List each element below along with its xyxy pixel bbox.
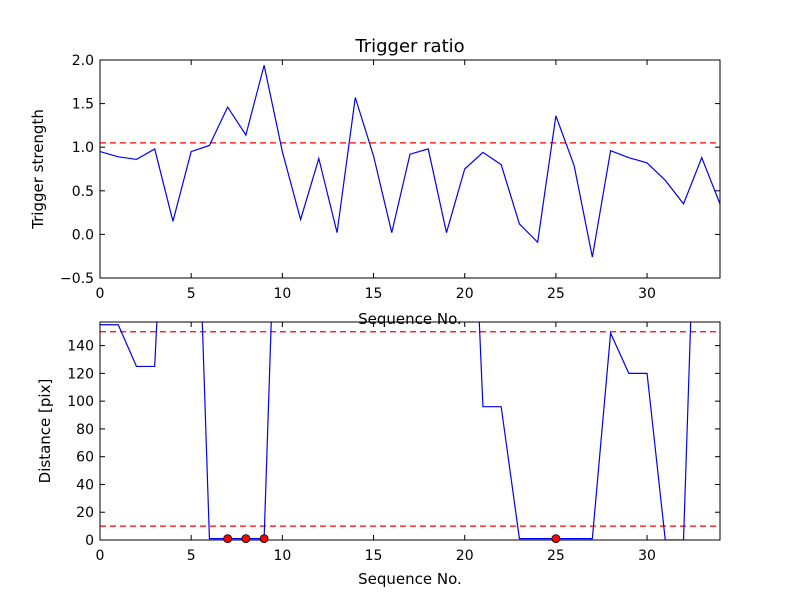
distance-marker xyxy=(259,534,269,544)
distance-plot-area xyxy=(100,322,720,540)
distance-ticks: 0 5 10 15 20 25 30 0 20 40 60 80 100 120 140 xyxy=(67,322,720,564)
trigger-xtick-label: 10 xyxy=(273,286,291,302)
distance-ytick-label: 100 xyxy=(67,394,94,410)
trigger-ticks: 0 5 10 15 20 25 30 −0.5 0.0 0.5 1.0 1.5 2.0 xyxy=(60,53,720,302)
distance-xlabel: Sequence No. xyxy=(358,570,462,588)
distance-xtick-label: 10 xyxy=(273,548,291,564)
chart-title: Trigger ratio xyxy=(354,36,464,57)
distance-xtick-label: 5 xyxy=(187,548,196,564)
distance-panel: 0 5 10 15 20 25 30 0 20 40 60 80 100 120 140 Sequence … xyxy=(36,321,721,588)
trigger-series-line-0 xyxy=(100,65,720,258)
trigger-axes-frame xyxy=(99,59,721,279)
distance-series-line-0 xyxy=(100,322,692,540)
distance-ytick-label: 40 xyxy=(76,477,94,493)
distance-marker xyxy=(551,534,561,544)
distance-ytick-label: 20 xyxy=(76,505,94,521)
distance-xtick-label: 20 xyxy=(456,548,474,564)
distance-ytick-label: 120 xyxy=(67,366,94,382)
trigger-ytick-label: 1.0 xyxy=(72,140,94,156)
trigger-ytick-label: 1.5 xyxy=(72,97,94,113)
distance-xtick-label: 25 xyxy=(547,548,565,564)
distance-xtick-label: 15 xyxy=(365,548,383,564)
distance-xtick-label: 30 xyxy=(638,548,656,564)
distance-marker xyxy=(241,534,251,544)
distance-xtick-label: 0 xyxy=(96,548,105,564)
distance-axes-frame xyxy=(99,321,721,541)
distance-ytick-label: 80 xyxy=(76,422,94,438)
trigger-ratio-panel: Trigger ratio 0 5 10 15 20 25 30 −0.5 0.0 0.5 1.0 1… xyxy=(29,36,721,328)
trigger-xtick-label: 15 xyxy=(365,286,383,302)
trigger-ytick-label: 0.5 xyxy=(72,184,94,200)
trigger-ytick-label: 2.0 xyxy=(72,53,94,69)
trigger-xtick-label: 0 xyxy=(96,286,105,302)
distance-ytick-label: 140 xyxy=(67,339,94,355)
trigger-xtick-label: 20 xyxy=(456,286,474,302)
trigger-xtick-label: 30 xyxy=(638,286,656,302)
trigger-xtick-label: 25 xyxy=(547,286,565,302)
distance-marker xyxy=(223,534,233,544)
trigger-xlabel: Sequence No. xyxy=(358,310,462,328)
distance-ytick-label: 0 xyxy=(85,533,94,549)
trigger-ytick-label: 0.0 xyxy=(72,227,94,243)
distance-markers xyxy=(223,534,561,544)
distance-ytick-label: 60 xyxy=(76,450,94,466)
trigger-ytick-label: −0.5 xyxy=(60,271,94,287)
trigger-plot-area xyxy=(100,65,720,258)
trigger-xtick-label: 5 xyxy=(187,286,196,302)
trigger-ylabel: Trigger strength xyxy=(29,109,47,230)
distance-ylabel: Distance [pix] xyxy=(36,379,54,484)
